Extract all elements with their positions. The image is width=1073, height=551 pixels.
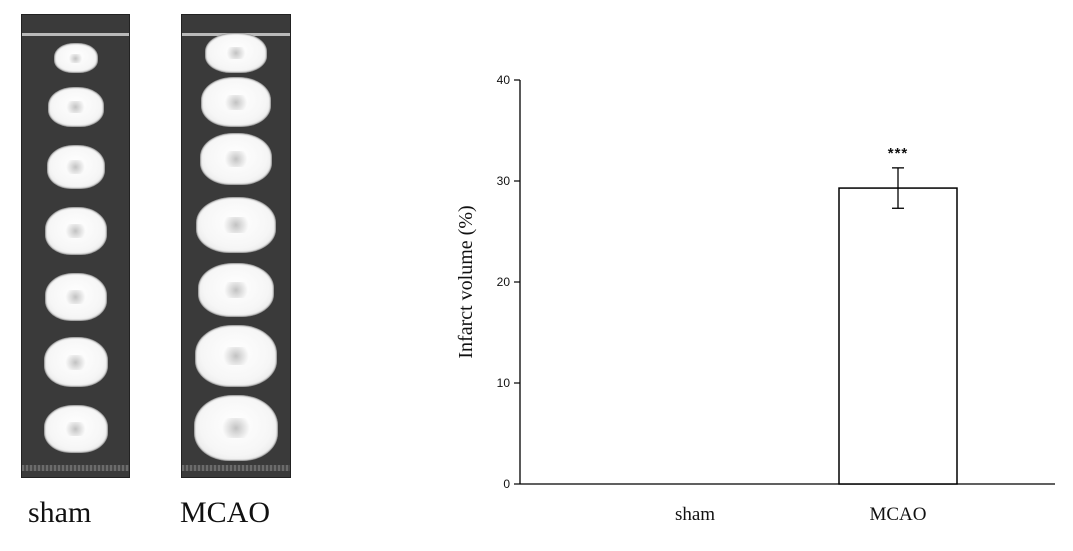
chart-labels: Infarct volume (%) sham *** MCAO [455, 145, 927, 525]
infarct-volume-bar-chart: 0 10 20 30 40 Infarct volume (%) sham *** MCAO [455, 73, 1055, 525]
sham-brain-slices-image [21, 14, 130, 478]
brain-slice [46, 145, 105, 189]
bar-mcao [838, 187, 958, 485]
y-tick-label: 10 [497, 376, 511, 390]
y-tick-label: 0 [503, 477, 510, 491]
brain-slice [53, 43, 98, 73]
brain-slice [205, 33, 267, 73]
significance-annotation: *** [888, 145, 909, 162]
brain-slice [194, 395, 278, 461]
y-tick-label: 20 [497, 275, 511, 289]
x-category-label-mcao: MCAO [869, 504, 926, 525]
brain-slice [201, 77, 271, 127]
brain-slice [43, 405, 108, 453]
brain-slice [44, 273, 107, 321]
brain-slice [195, 325, 277, 387]
brain-slice [200, 133, 272, 185]
y-axis-label: Infarct volume (%) [455, 205, 477, 358]
chart-axes: 0 10 20 30 40 [497, 73, 1055, 491]
x-category-label-sham: sham [675, 504, 715, 525]
chart-bars [838, 167, 958, 485]
brain-slice [198, 263, 274, 317]
brain-slice [43, 337, 108, 387]
brain-slice [47, 87, 104, 127]
y-tick-label: 30 [497, 174, 511, 188]
brain-slice [196, 197, 276, 253]
y-tick-label: 40 [497, 73, 511, 87]
image-caption-mcao: MCAO [180, 496, 271, 529]
mcao-brain-slices-image [181, 14, 291, 478]
image-caption-sham: sham [28, 496, 92, 529]
brain-slice [44, 207, 107, 255]
